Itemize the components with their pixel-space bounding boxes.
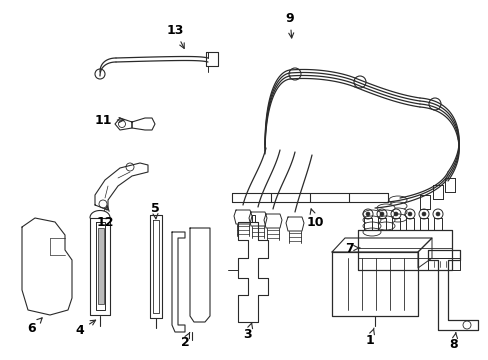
Circle shape xyxy=(435,212,439,216)
Ellipse shape xyxy=(376,210,394,218)
Circle shape xyxy=(365,212,369,216)
Text: 13: 13 xyxy=(166,23,184,48)
Text: 5: 5 xyxy=(150,202,159,219)
Ellipse shape xyxy=(362,210,380,218)
Circle shape xyxy=(393,212,397,216)
Text: 3: 3 xyxy=(243,323,252,342)
Text: 1: 1 xyxy=(365,328,374,346)
Ellipse shape xyxy=(362,228,380,236)
Ellipse shape xyxy=(362,222,380,230)
Circle shape xyxy=(379,212,383,216)
Text: 9: 9 xyxy=(285,12,294,38)
Text: 7: 7 xyxy=(345,242,359,255)
Text: 6: 6 xyxy=(28,318,42,334)
Circle shape xyxy=(421,212,425,216)
Text: 12: 12 xyxy=(96,206,114,229)
Text: 11: 11 xyxy=(94,113,124,126)
Text: 10: 10 xyxy=(305,209,323,229)
Ellipse shape xyxy=(376,204,394,212)
Ellipse shape xyxy=(388,202,406,210)
Circle shape xyxy=(407,212,411,216)
Ellipse shape xyxy=(388,196,406,204)
Text: 8: 8 xyxy=(449,333,457,351)
Ellipse shape xyxy=(388,208,406,216)
Text: 4: 4 xyxy=(76,320,95,337)
Bar xyxy=(98,228,104,304)
Text: 2: 2 xyxy=(180,333,189,348)
Ellipse shape xyxy=(388,214,406,222)
Ellipse shape xyxy=(376,216,394,224)
Ellipse shape xyxy=(362,216,380,224)
Ellipse shape xyxy=(376,222,394,230)
